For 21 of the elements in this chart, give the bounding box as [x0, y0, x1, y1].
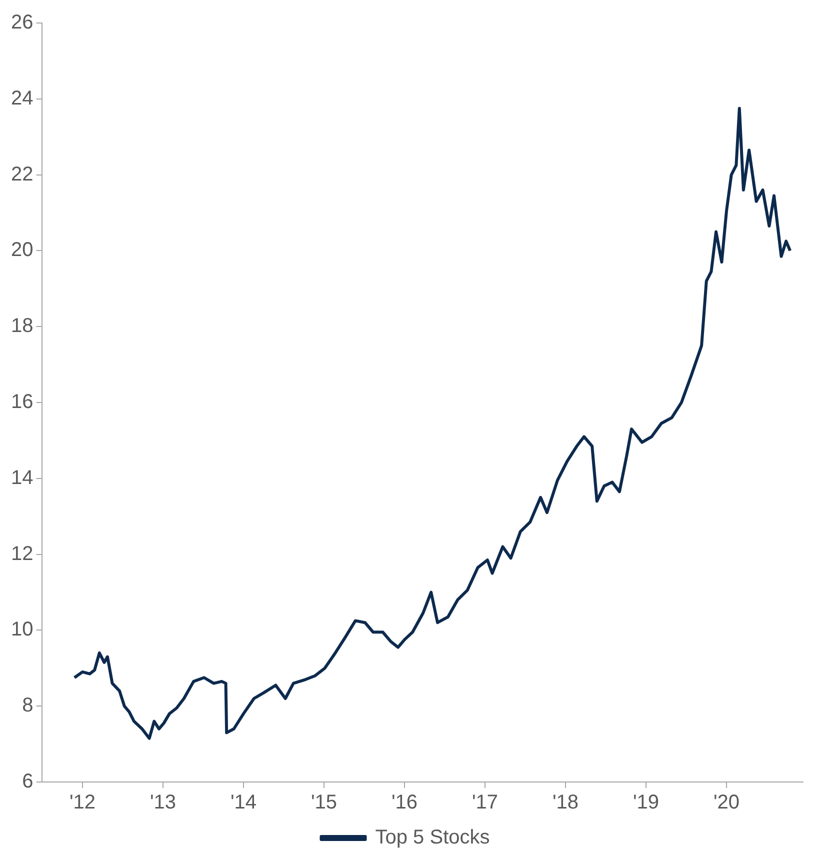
y-tick-label: 16: [10, 391, 34, 414]
y-tick-label: 20: [10, 239, 34, 262]
y-tick-label: 6: [22, 770, 34, 793]
x-tick-label: '14: [230, 792, 257, 814]
x-tick-label: '18: [552, 792, 579, 814]
y-tick-label: 12: [10, 542, 34, 565]
legend-label: Top 5 Stocks: [375, 826, 490, 849]
y-tick-label: 24: [10, 87, 34, 110]
y-tick-label: 10: [10, 618, 34, 641]
x-tick-label: '17: [472, 792, 498, 814]
y-tick-label: 14: [10, 466, 34, 489]
x-tick-label: '15: [310, 792, 338, 814]
x-tick-label: '13: [150, 792, 176, 814]
x-tick-label: '16: [391, 792, 418, 814]
y-tick-label: 8: [22, 694, 34, 717]
y-tick-label: 22: [10, 163, 34, 186]
y-tick-label: 18: [10, 315, 34, 338]
x-tick-label: '19: [632, 792, 660, 814]
x-tick-label: '20: [713, 792, 740, 814]
y-tick-label: 26: [10, 12, 34, 34]
x-tick-label: '12: [69, 792, 96, 814]
